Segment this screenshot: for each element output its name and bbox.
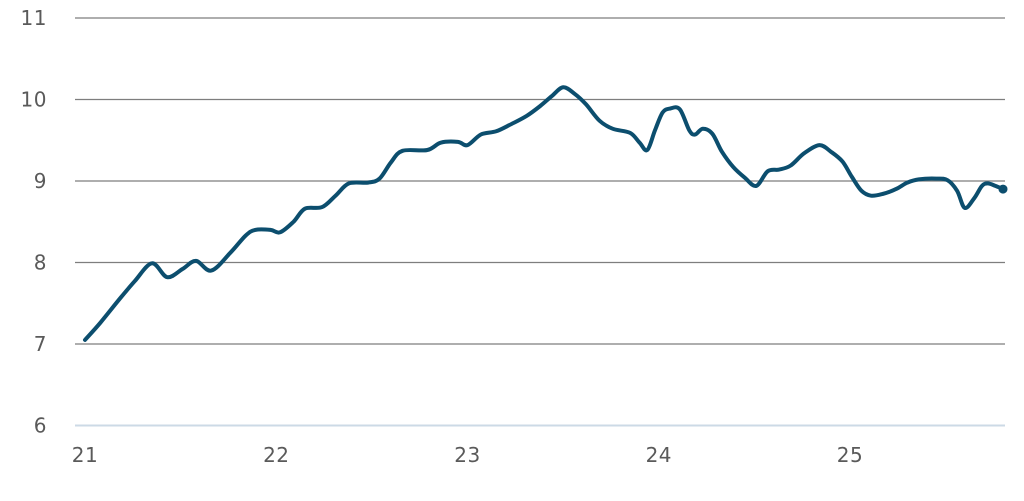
x-tick-label-25: 25 <box>837 443 863 467</box>
y-tick-label-9: 9 <box>34 169 47 193</box>
y-tick-label-10: 10 <box>21 88 47 112</box>
y-tick-label-6: 6 <box>34 414 47 438</box>
x-tick-label-22: 22 <box>263 443 289 467</box>
trend-line <box>83 85 1005 342</box>
x-tick-label-21: 21 <box>72 443 98 467</box>
y-tick-label-8: 8 <box>34 251 47 275</box>
x-tick-label-24: 24 <box>646 443 672 467</box>
y-tick-label-11: 11 <box>21 6 47 30</box>
y-tick-label-7: 7 <box>34 332 47 356</box>
trend-line-endpoint-dot <box>998 184 1008 194</box>
x-tick-label-23: 23 <box>454 443 480 467</box>
